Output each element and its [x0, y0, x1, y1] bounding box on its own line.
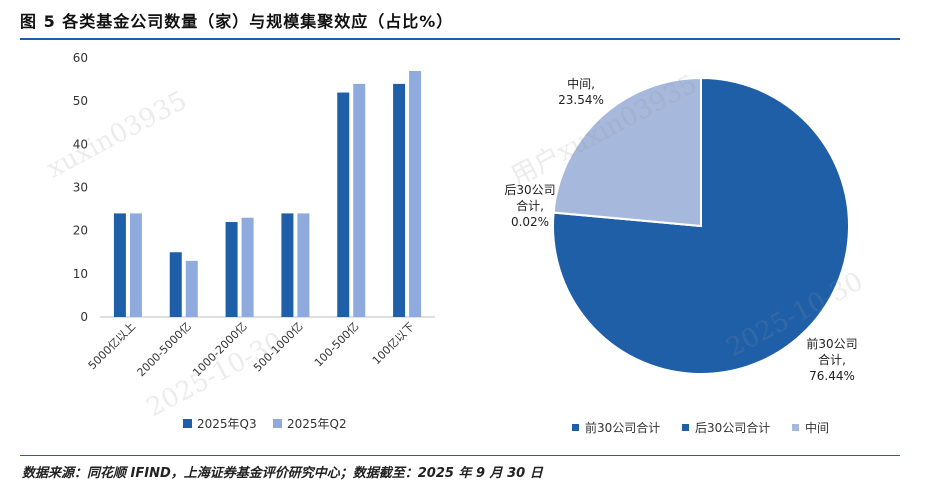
slice-value-label: 23.54%	[558, 93, 604, 107]
legend-label: 中间	[805, 420, 829, 435]
bar-chart: 0 10 20 30 40 50 60 5000亿以上2000-5000亿1000-2000亿…	[73, 51, 435, 431]
pie-slice	[552, 76, 702, 228]
legend-swatch	[792, 424, 799, 431]
legend-swatch	[183, 419, 192, 428]
slice-name-label: 后30公司	[504, 183, 555, 197]
bar-q3	[113, 213, 126, 317]
x-tick-label: 2000-5000亿	[134, 320, 193, 379]
x-tick-label: 1000-2000亿	[190, 320, 249, 379]
bar-q3	[393, 83, 406, 318]
y-tick-label: 20	[73, 224, 88, 238]
y-tick-label: 50	[73, 94, 88, 108]
y-tick-label: 60	[73, 51, 88, 65]
slice-name-label: 前30公司	[806, 336, 857, 351]
figure-title: 图 5 各类基金公司数量（家）与规模集聚效应（占比%）	[20, 12, 454, 31]
x-tick-label: 100-500亿	[312, 320, 361, 369]
source-note: 数据来源：同花顺 IFIND，上海证券基金评价研究中心；数据截至：2025 年 …	[22, 466, 543, 481]
bar-q2	[353, 83, 366, 318]
bar-q2	[297, 213, 310, 317]
slice-name-label: 合计,	[818, 352, 846, 367]
x-tick-label: 5000亿以上	[86, 320, 138, 372]
legend-label: 2025年Q3	[197, 417, 257, 431]
legend-label: 后30公司合计	[695, 420, 770, 435]
pie-chart: 前30公司合计,76.44%后30公司合计,0.02%中间,23.54%前30公…	[504, 76, 857, 435]
bar-q3	[337, 92, 350, 318]
bar-q3	[281, 213, 294, 317]
x-tick-label: 500-1000亿	[251, 320, 305, 374]
legend-label: 前30公司合计	[585, 420, 660, 435]
slice-value-label: 76.44%	[809, 369, 855, 383]
bar-q2	[129, 213, 142, 317]
charts-canvas: 0 10 20 30 40 50 60 5000亿以上2000-5000亿1000-2000亿…	[73, 51, 858, 435]
slice-name-label: 中间,	[567, 76, 595, 91]
bar-q2	[241, 217, 254, 317]
bar-q3	[225, 222, 238, 317]
y-tick-label: 0	[80, 310, 88, 324]
y-tick-label: 30	[73, 181, 88, 195]
y-tick-label: 10	[73, 267, 88, 281]
bar-q2	[185, 260, 198, 317]
bar-q3	[169, 252, 182, 317]
y-tick-label: 40	[73, 137, 88, 151]
legend-label: 2025年Q2	[287, 417, 347, 431]
bar-q2	[409, 70, 422, 317]
legend-swatch	[682, 424, 689, 431]
slice-value-label: 0.02%	[511, 215, 549, 229]
footer-rule	[20, 455, 900, 456]
legend-swatch	[572, 424, 579, 431]
title-rule	[20, 38, 900, 40]
x-tick-label: 100亿以下	[370, 320, 417, 367]
legend-swatch	[273, 419, 282, 428]
slice-name-label: 合计,	[516, 198, 544, 213]
